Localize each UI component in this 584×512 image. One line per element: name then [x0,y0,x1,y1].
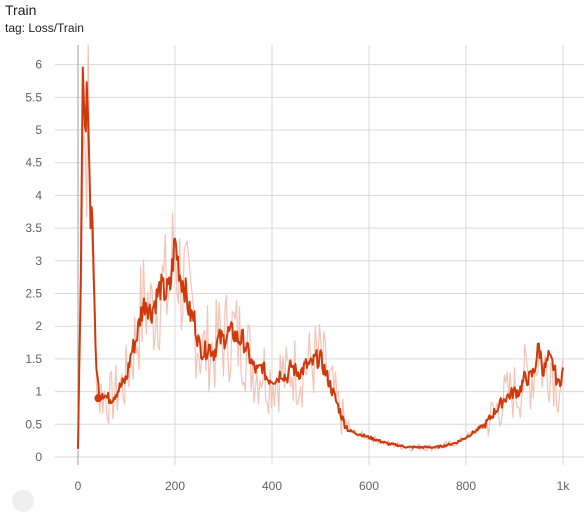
y-tick-label: 1 [35,385,42,399]
y-tick-label: 0 [35,450,42,464]
x-tick-label: 600 [359,479,379,493]
y-tick-label: 3.5 [25,221,42,235]
y-tick-label: 3 [35,254,42,268]
grid-layer [55,45,584,465]
x-tick-label: 400 [262,479,282,493]
marker-layer [94,394,103,403]
y-tick-label: 2 [35,319,42,333]
y-tick-label: 4.5 [25,156,42,170]
x-tick-label: 800 [456,479,476,493]
x-tick-label: 1k [557,479,571,493]
y-tick-label: 5.5 [25,90,42,104]
y-tick-label: 6 [35,58,42,72]
tick-layer: 0 0.5 1 1.5 2 2.5 3 3.5 4 4.5 5 5.5 6 0 200 400 600 800 1k [25,58,570,493]
raw-series-line [77,44,564,452]
raw-series-layer [77,44,564,452]
chart-tag: tag: Loss/Train [5,21,84,35]
hover-marker [94,394,103,403]
line-chart[interactable]: 0 0.5 1 1.5 2 2.5 3 3.5 4 4.5 5 5.5 6 0 200 400 600 800 1k [0,0,584,500]
x-tick-label: 200 [165,479,185,493]
y-tick-label: 5 [35,123,42,137]
smoothed-series-layer [77,66,564,449]
y-tick-label: 2.5 [25,287,42,301]
chart-title: Train [5,2,37,18]
y-tick-label: 0.5 [25,417,42,431]
smoothed-series-line [77,66,564,449]
y-tick-label: 4 [35,188,42,202]
y-tick-label: 1.5 [25,352,42,366]
x-tick-label: 0 [75,479,82,493]
expand-button[interactable] [12,490,34,512]
